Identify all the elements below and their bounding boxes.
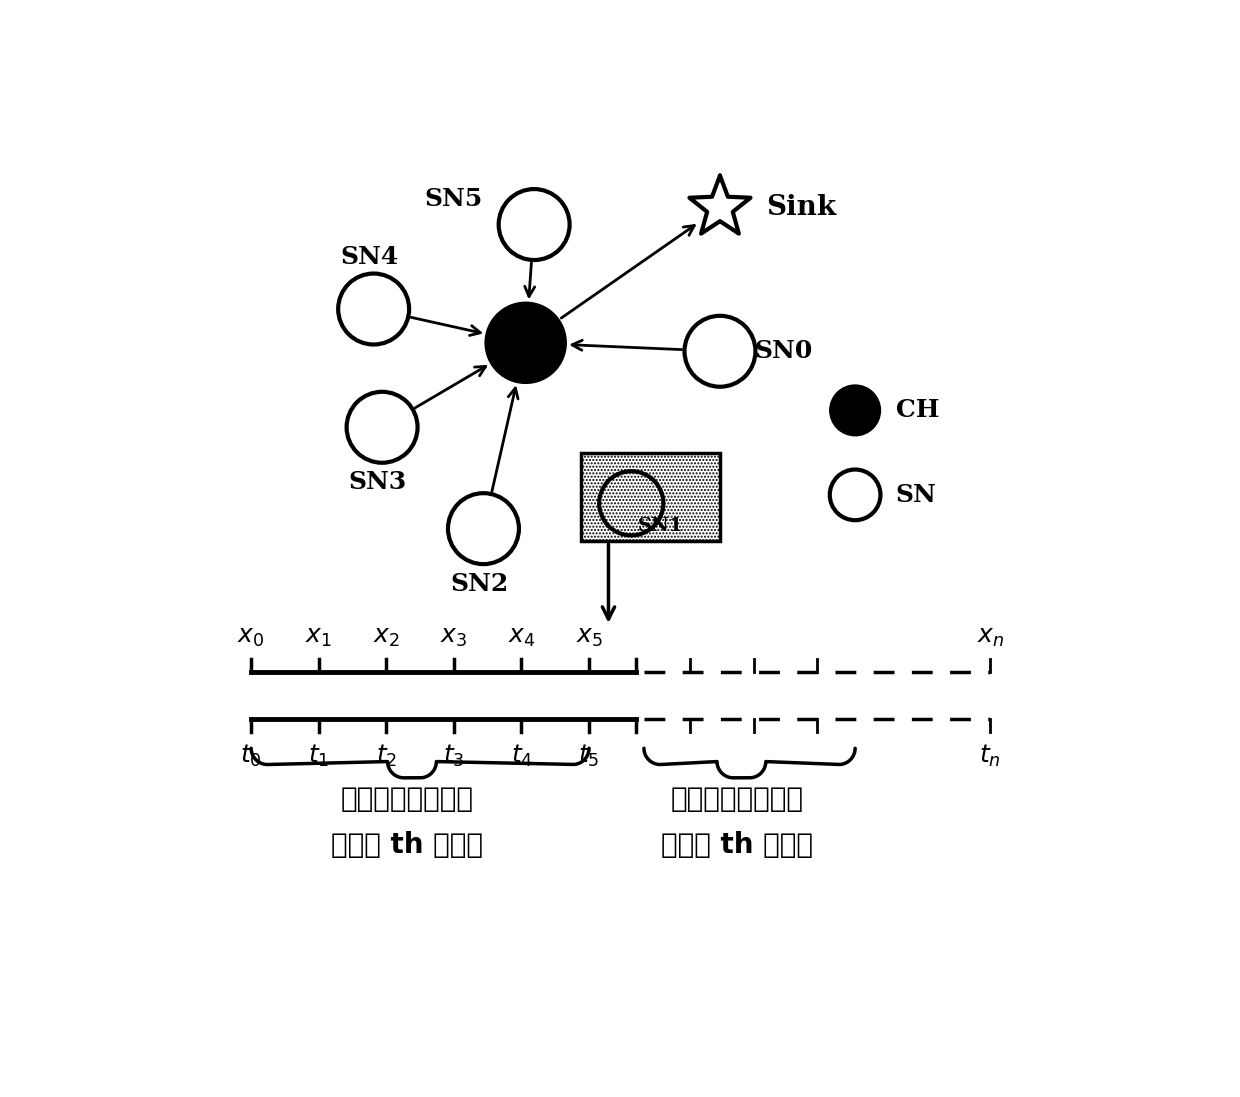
Text: $t_2$: $t_2$ [376,743,397,769]
Text: $x_5$: $x_5$ [575,624,603,648]
Text: $x_0$: $x_0$ [238,624,265,648]
Text: $x_1$: $x_1$ [305,624,332,648]
Text: $x_4$: $x_4$ [507,624,536,648]
Text: $x_2$: $x_2$ [373,624,399,648]
Bar [580,453,720,541]
Text: SN5: SN5 [425,188,484,212]
Text: SN: SN [895,483,936,507]
Text: 于阀値 th 的范围: 于阀値 th 的范围 [661,832,813,859]
Text: 于阀値 th 的范围: 于阀値 th 的范围 [331,832,484,859]
Text: $x_n$: $x_n$ [977,624,1004,648]
Text: $t_5$: $t_5$ [578,743,600,769]
Text: SN4: SN4 [340,245,398,269]
Text: SN2: SN2 [450,572,508,596]
Text: $t_1$: $t_1$ [308,743,330,769]
Text: $t_n$: $t_n$ [980,743,1001,769]
Text: $x_3$: $x_3$ [440,624,467,648]
Circle shape [830,385,880,436]
Text: $t_4$: $t_4$ [511,743,532,769]
Text: SN3: SN3 [348,471,407,494]
Text: Sink: Sink [766,194,837,222]
Text: 数据彼此间距离小: 数据彼此间距离小 [671,785,804,813]
Text: $t_0$: $t_0$ [241,743,262,769]
Text: CH: CH [895,398,939,422]
Text: 数据彼此间距离小: 数据彼此间距离小 [341,785,474,813]
Circle shape [485,303,567,383]
Text: SN0: SN0 [754,339,812,363]
Text: SN1: SN1 [639,517,683,534]
Text: $t_3$: $t_3$ [443,743,465,769]
